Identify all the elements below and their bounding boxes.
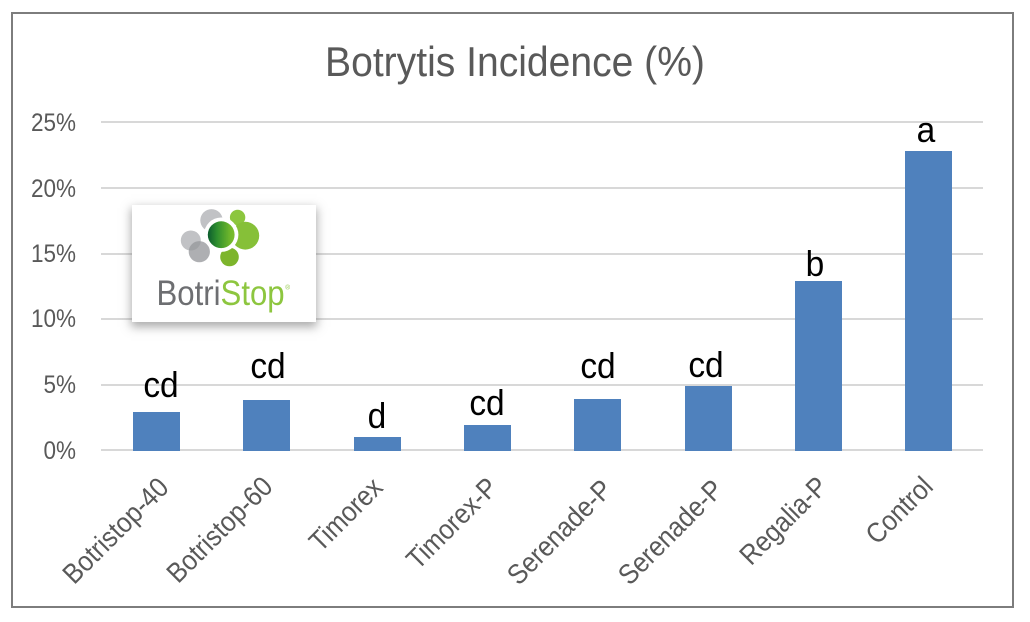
svg-text:BotriStop: BotriStop <box>157 274 285 313</box>
svg-text:®: ® <box>285 284 290 292</box>
